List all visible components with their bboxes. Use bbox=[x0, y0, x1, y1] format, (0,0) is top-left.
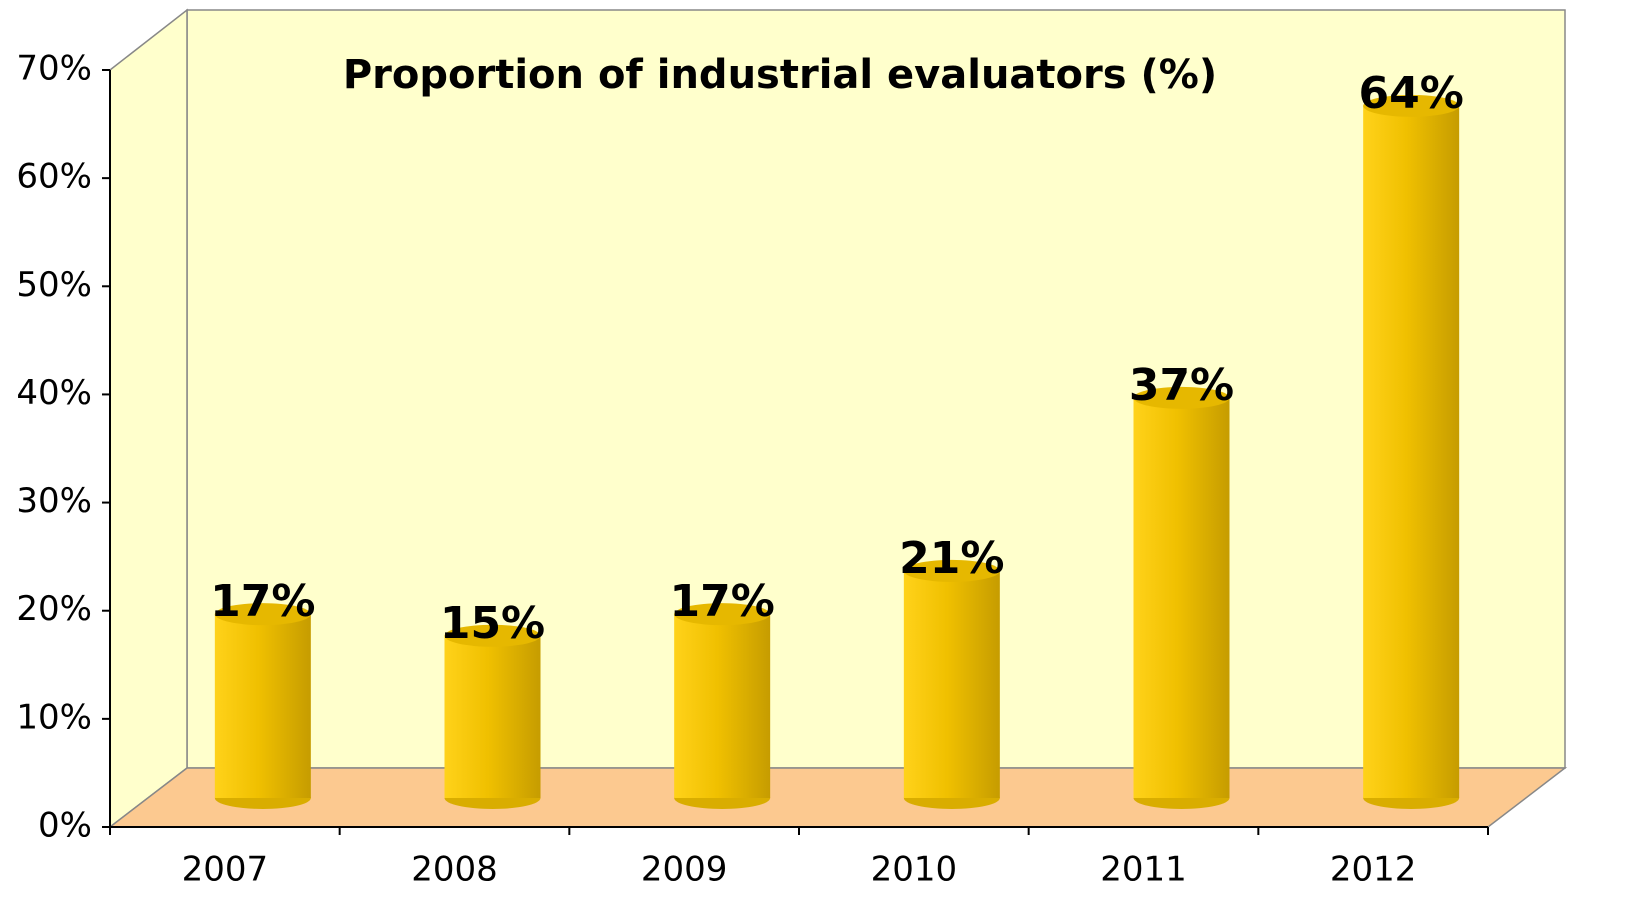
bar bbox=[674, 614, 771, 798]
y-tick-label: 10% bbox=[16, 697, 92, 737]
bar-top bbox=[1133, 386, 1230, 409]
y-tick-label: 40% bbox=[16, 373, 92, 413]
bar bbox=[444, 635, 541, 798]
bar-top bbox=[214, 603, 311, 626]
bar bbox=[1133, 397, 1230, 798]
data-label: 17% bbox=[210, 576, 315, 627]
side-wall bbox=[109, 8, 188, 829]
y-tick-label: 30% bbox=[16, 481, 92, 521]
back-wall bbox=[186, 9, 1566, 769]
data-label: 37% bbox=[1129, 360, 1234, 411]
data-label: 17% bbox=[670, 576, 775, 627]
y-tick-label: 70% bbox=[16, 49, 92, 89]
y-tick-label: 0% bbox=[38, 806, 92, 846]
y-tick-label: 50% bbox=[16, 265, 92, 305]
x-tick-label: 2009 bbox=[641, 850, 728, 890]
bar-top bbox=[903, 559, 1000, 582]
bar-top bbox=[1363, 94, 1460, 117]
y-tick-label: 60% bbox=[16, 157, 92, 197]
bar-top bbox=[674, 603, 771, 626]
floor bbox=[107, 767, 1568, 828]
chart-title: Proportion of industrial evaluators (%) bbox=[343, 52, 1217, 98]
data-label: 21% bbox=[899, 533, 1004, 584]
x-tick-label: 2010 bbox=[871, 850, 958, 890]
x-tick-label: 2011 bbox=[1100, 850, 1187, 890]
data-label: 64% bbox=[1359, 68, 1464, 119]
bar bbox=[903, 570, 1000, 798]
bar bbox=[1363, 105, 1460, 798]
bar-top bbox=[444, 624, 541, 647]
y-tick-label: 20% bbox=[16, 589, 92, 629]
x-tick-label: 2008 bbox=[411, 850, 498, 890]
x-tick-label: 2007 bbox=[182, 850, 269, 890]
x-tick-label: 2012 bbox=[1330, 850, 1417, 890]
bar bbox=[214, 614, 311, 798]
data-label: 15% bbox=[440, 598, 545, 649]
